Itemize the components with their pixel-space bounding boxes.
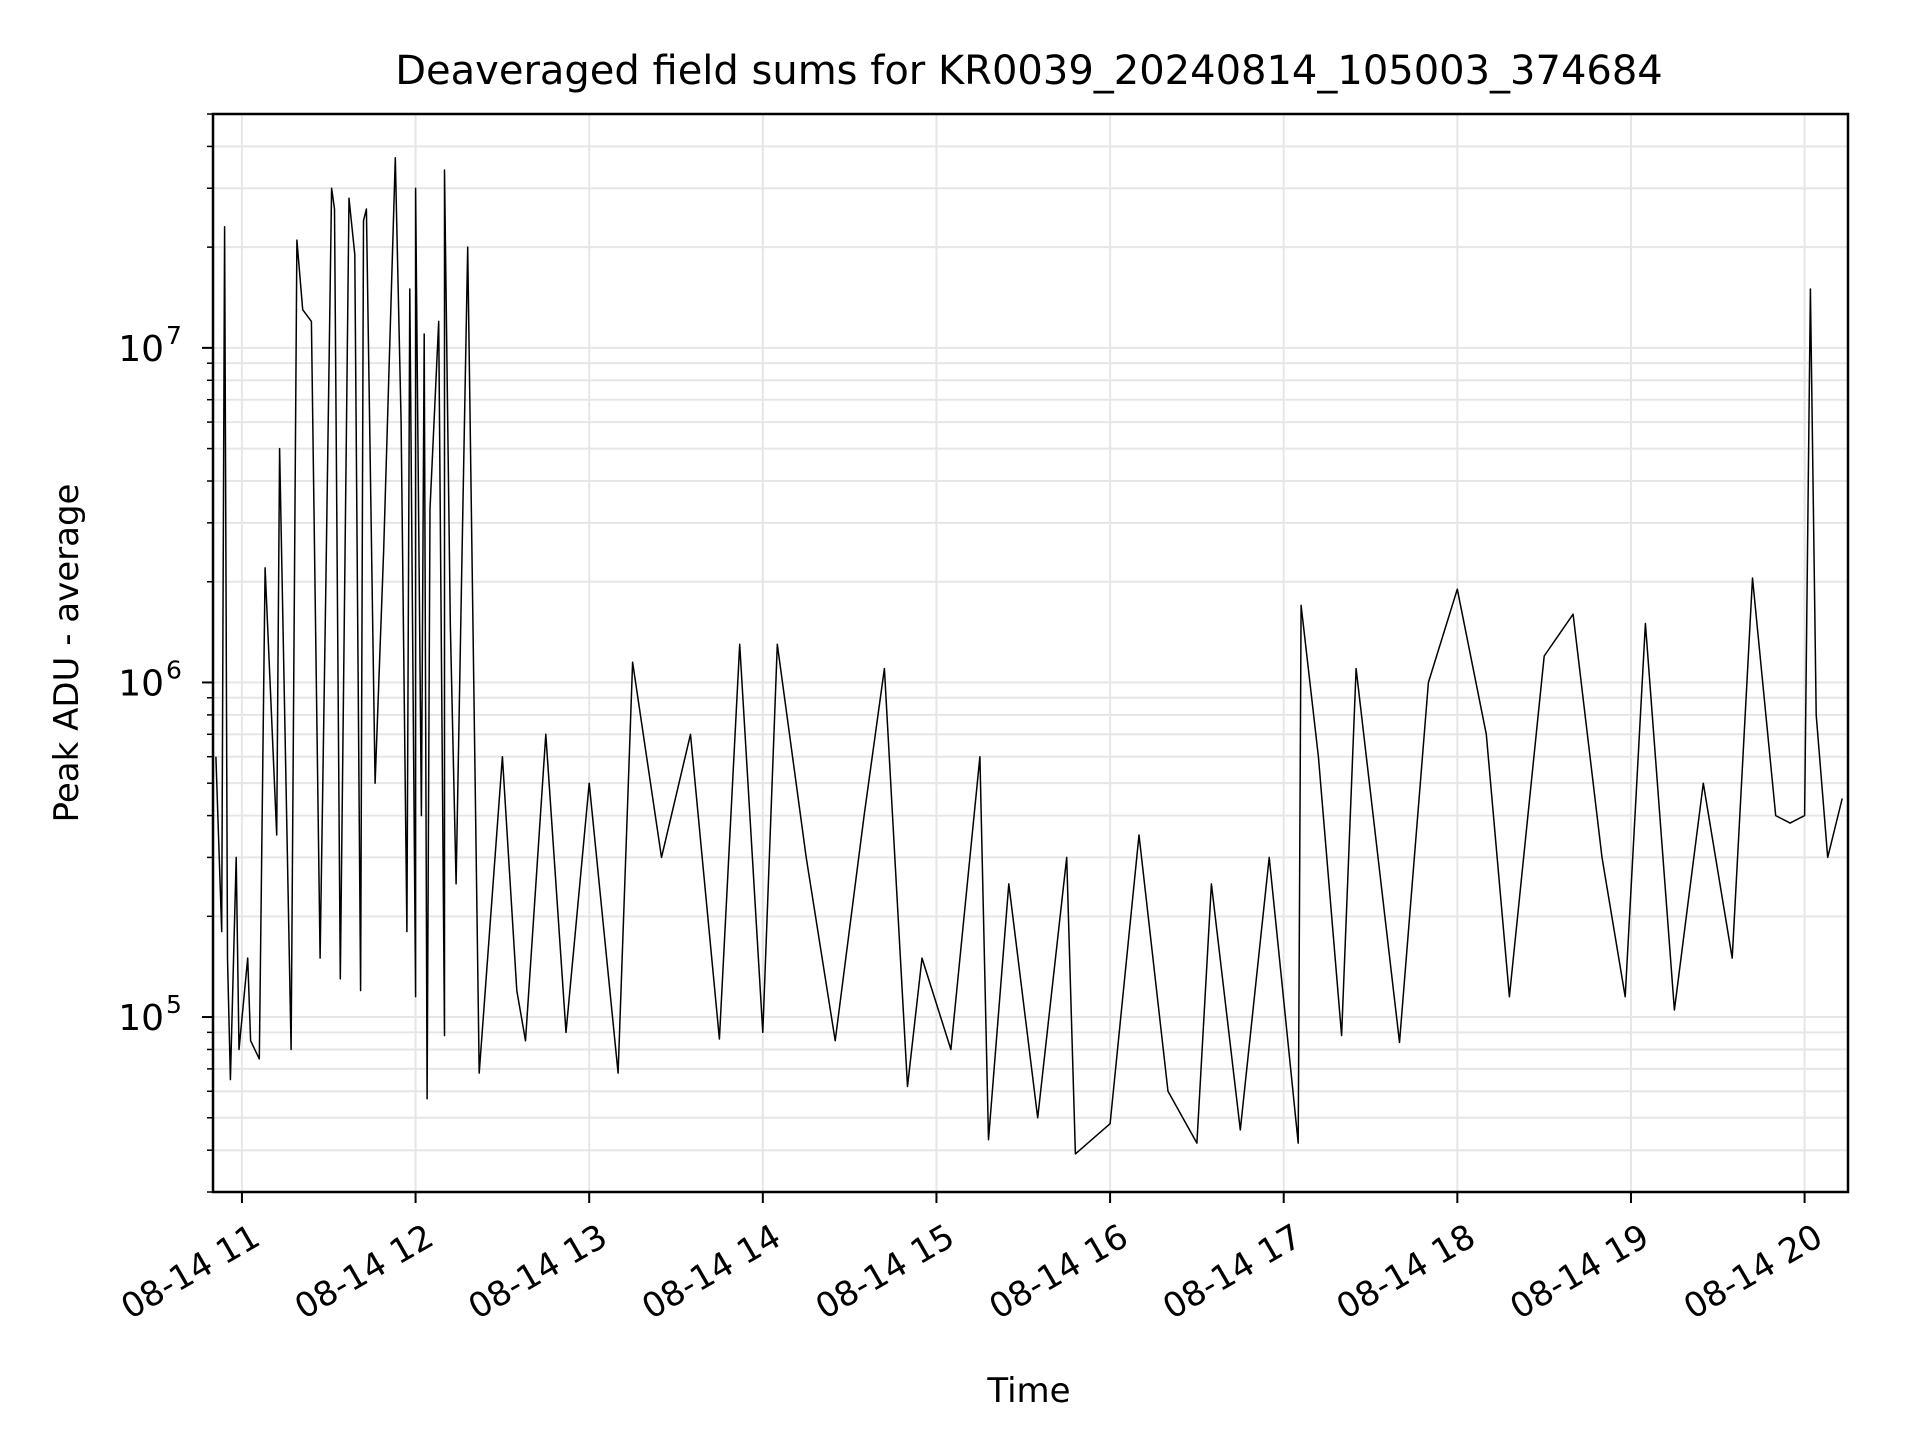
plot-area bbox=[213, 114, 1848, 1192]
y-tick-label: 10 bbox=[118, 329, 164, 370]
plot-frame bbox=[211, 112, 1850, 1194]
y-tick-label-exponent: 7 bbox=[166, 321, 182, 350]
series-layer bbox=[215, 157, 1843, 1155]
y-axis-label: Peak ADU - average bbox=[47, 484, 87, 823]
grid-lines bbox=[213, 113, 1848, 1193]
chart-title: Deaveraged field sums for KR0039_2024081… bbox=[395, 48, 1663, 94]
series-line bbox=[215, 157, 1843, 1155]
y-tick-label-exponent: 6 bbox=[166, 655, 182, 684]
y-tick-label: 10 bbox=[118, 998, 164, 1039]
y-tick-label: 10 bbox=[118, 663, 164, 704]
x-axis-label: Time bbox=[986, 1371, 1070, 1411]
y-tick-label-exponent: 5 bbox=[166, 990, 182, 1019]
